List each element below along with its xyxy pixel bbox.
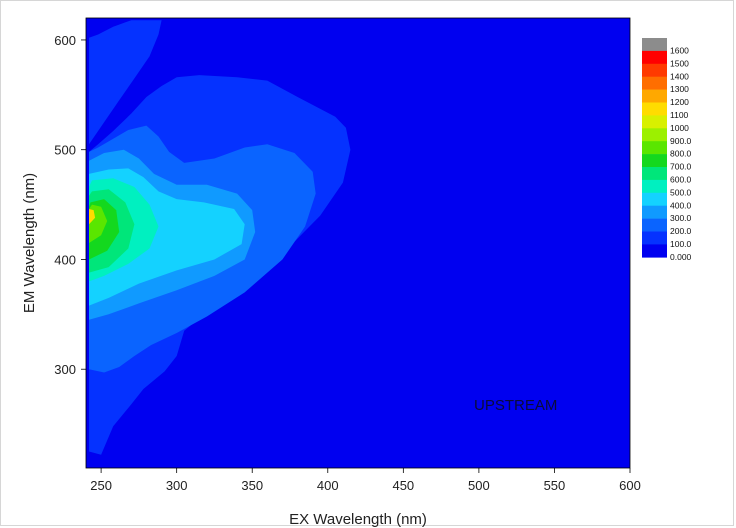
y-tick-label-500: 500 [54, 143, 76, 158]
colorbar-swatch-10 [642, 167, 667, 181]
colorbar-swatch-8 [642, 141, 667, 155]
colorbar-swatch-16 [642, 244, 667, 258]
colorbar-swatch-6 [642, 115, 667, 129]
y-tick-label-400: 400 [54, 252, 76, 267]
colorbar-swatch-2 [642, 63, 667, 77]
x-axis: 250 300 350 400 450 500 550 600 [90, 468, 641, 493]
colorbar-label-15: 100.0 [670, 239, 692, 249]
colorbar-label-14: 200.0 [670, 226, 692, 236]
x-tick-label-350: 350 [241, 478, 263, 493]
colorbar-swatch-15 [642, 231, 667, 245]
colorbar-swatch-9 [642, 154, 667, 168]
colorbar-swatch-1 [642, 50, 667, 65]
colorbar-label-12: 400.0 [670, 200, 692, 210]
x-tick-label-600: 600 [619, 478, 641, 493]
upstream-annotation: UPSTREAM [474, 397, 557, 414]
colorbar-label-8: 800.0 [670, 149, 692, 159]
contour-layer [89, 20, 351, 455]
colorbar-swatch-7 [642, 128, 667, 142]
y-axis-title: EM Wavelength (nm) [21, 173, 38, 313]
colorbar-swatch-14 [642, 218, 667, 232]
colorbar-swatch-11 [642, 179, 667, 194]
x-tick-label-500: 500 [468, 478, 490, 493]
colorbar-swatch-5 [642, 102, 667, 116]
colorbar-label-6: 1000 [670, 123, 689, 133]
y-axis: 300 400 500 600 [54, 33, 86, 377]
colorbar-label-10: 600.0 [670, 174, 692, 184]
colorbar-swatch-0 [642, 38, 667, 52]
x-tick-label-250: 250 [90, 478, 112, 493]
colorbar-label-0: 1600 [670, 45, 689, 55]
plot-border [85, 17, 631, 469]
x-tick-label-300: 300 [166, 478, 188, 493]
colorbar-label-11: 500.0 [670, 187, 692, 197]
colorbar-label-1: 1500 [670, 58, 689, 68]
colorbar-label-4: 1200 [670, 97, 689, 107]
colorbar-label-2: 1400 [670, 71, 689, 81]
x-tick-label-400: 400 [317, 478, 339, 493]
colorbar-label-13: 300.0 [670, 213, 692, 223]
colorbar-swatch-12 [642, 192, 667, 206]
x-tick-label-450: 450 [392, 478, 414, 493]
colorbar-swatch-3 [642, 76, 667, 90]
colorbar-legend: 1600 1500 1400 1300 1200 1100 1000 900.0 800.0 70… [642, 38, 692, 262]
y-tick-label-300: 300 [54, 362, 76, 377]
x-tick-label-550: 550 [544, 478, 566, 493]
colorbar-label-5: 1100 [670, 110, 689, 120]
contour-region-9 [89, 209, 96, 225]
colorbar-swatch-13 [642, 205, 667, 219]
contour-region-1 [89, 20, 162, 145]
colorbar-label-3: 1300 [670, 84, 689, 94]
y-tick-label-600: 600 [54, 33, 76, 48]
x-axis-title: EX Wavelength (nm) [289, 511, 427, 528]
colorbar-label-9: 700.0 [670, 162, 692, 172]
colorbar-swatch-4 [642, 89, 667, 103]
colorbar-label-7: 900.0 [670, 136, 692, 146]
colorbar-label-16: 0.000 [670, 252, 692, 262]
